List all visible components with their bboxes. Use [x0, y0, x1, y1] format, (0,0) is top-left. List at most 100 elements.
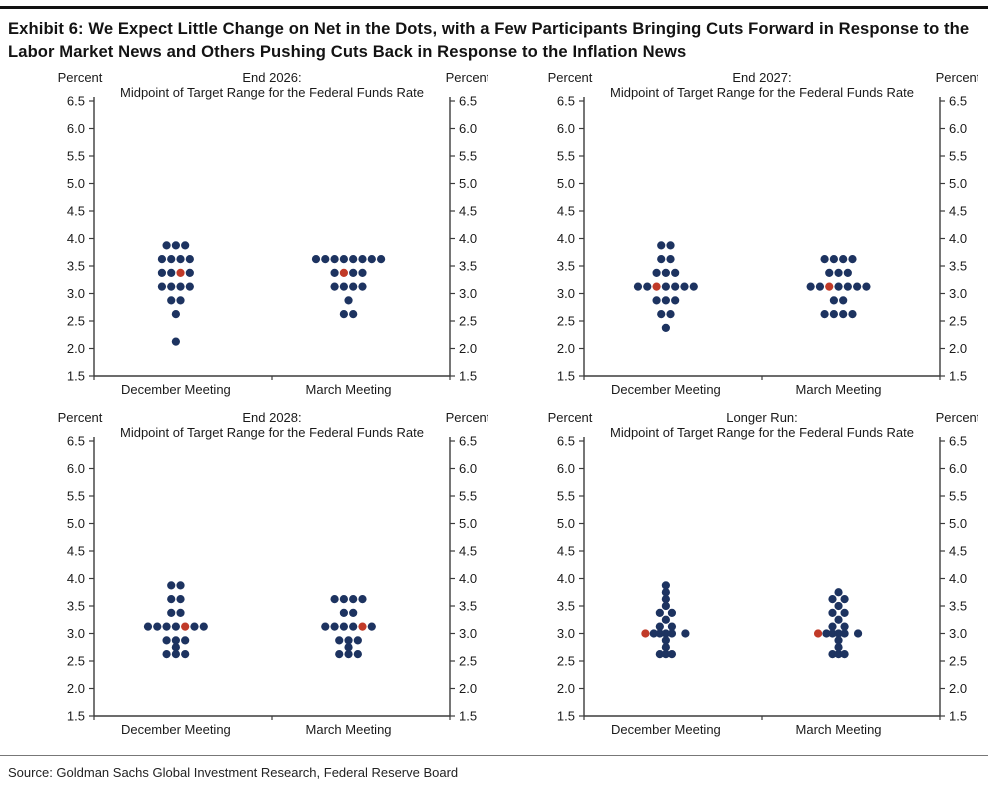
- participant-dot: [321, 255, 330, 264]
- y-tick-label-left: 2.0: [67, 341, 85, 356]
- participant-dot: [349, 310, 358, 319]
- participant-dot: [661, 324, 670, 333]
- y-tick-label-right: 6.0: [949, 461, 967, 476]
- y-tick-label-left: 3.0: [67, 626, 85, 641]
- participant-dot: [349, 609, 358, 618]
- y-tick-label-left: 6.5: [67, 94, 85, 109]
- median-highlight-dot: [825, 282, 834, 292]
- y-tick-label-right: 6.5: [949, 434, 967, 449]
- y-tick-label-left: 2.5: [557, 654, 575, 669]
- y-tick-label-right: 3.0: [459, 286, 477, 301]
- participant-dot: [339, 255, 348, 264]
- y-tick-label-left: 1.5: [557, 709, 575, 724]
- participant-dot: [176, 282, 185, 292]
- participant-dot: [176, 255, 185, 264]
- participant-dot: [840, 629, 849, 639]
- y-tick-label-right: 3.0: [949, 286, 967, 301]
- participant-dot: [828, 650, 837, 659]
- participant-dot: [834, 643, 843, 652]
- participant-dot: [825, 269, 834, 278]
- participant-dot: [820, 310, 829, 319]
- y-tick-label-right: 4.5: [949, 544, 967, 559]
- median-highlight-dot: [652, 282, 661, 292]
- participant-dot: [666, 241, 675, 250]
- participant-dot: [834, 602, 843, 611]
- participant-dot: [661, 269, 670, 278]
- participant-dot: [806, 282, 815, 292]
- y-tick-label-left: 3.0: [557, 286, 575, 301]
- y-tick-label-right: 3.5: [949, 599, 967, 614]
- median-highlight-dot: [358, 622, 367, 632]
- participant-dot: [840, 622, 849, 632]
- y-axis-unit-label-right: Percent: [446, 410, 488, 425]
- participant-dot: [671, 269, 680, 278]
- participant-dot: [681, 629, 690, 639]
- participant-dot: [153, 622, 162, 632]
- y-tick-label-right: 6.5: [949, 94, 967, 109]
- participant-dot: [367, 255, 376, 264]
- y-tick-label-left: 6.5: [67, 434, 85, 449]
- y-tick-label-left: 3.5: [67, 599, 85, 614]
- participant-dot: [853, 629, 863, 639]
- participant-dot: [834, 629, 843, 639]
- participant-dot: [321, 622, 330, 632]
- x-category-label: December Meeting: [611, 382, 721, 397]
- participant-dot: [649, 629, 658, 639]
- y-tick-label-right: 1.5: [949, 369, 967, 384]
- y-tick-label-right: 4.0: [949, 231, 967, 246]
- participant-dot: [829, 310, 838, 319]
- y-tick-label-right: 2.5: [949, 654, 967, 669]
- y-tick-label-right: 6.0: [459, 461, 477, 476]
- y-tick-label-right: 6.5: [459, 434, 477, 449]
- participant-dot: [171, 643, 180, 652]
- y-axis-unit-label-right: Percent: [936, 70, 978, 85]
- participant-dot: [680, 282, 689, 292]
- participant-dot: [655, 609, 664, 618]
- participant-dot: [834, 282, 843, 292]
- participant-dot: [671, 282, 680, 292]
- participant-dot: [181, 650, 190, 659]
- x-category-label: March Meeting: [306, 382, 392, 397]
- participant-dot: [330, 269, 339, 278]
- y-tick-label-left: 4.5: [67, 204, 85, 219]
- participant-dot: [344, 636, 353, 645]
- y-tick-label-right: 2.5: [949, 314, 967, 329]
- y-tick-label-right: 4.0: [949, 571, 967, 586]
- y-tick-label-right: 1.5: [459, 369, 477, 384]
- x-category-label: December Meeting: [121, 382, 231, 397]
- panel-title-line2: Midpoint of Target Range for the Federal…: [610, 85, 914, 100]
- y-tick-label-left: 6.5: [557, 434, 575, 449]
- participant-dot: [661, 595, 670, 604]
- participant-dot: [655, 622, 664, 632]
- median-highlight-dot: [813, 629, 823, 639]
- panel-title-line1: End 2026:: [242, 70, 301, 85]
- participant-dot: [376, 255, 386, 264]
- y-tick-label-right: 2.5: [459, 314, 477, 329]
- participant-dot: [843, 269, 852, 278]
- panel-title-line1: End 2028:: [242, 410, 301, 425]
- participant-dot: [661, 296, 670, 305]
- participant-dot: [661, 643, 670, 652]
- y-tick-label-left: 2.5: [557, 314, 575, 329]
- y-tick-label-left: 6.0: [67, 121, 85, 136]
- y-tick-label-left: 2.0: [557, 681, 575, 696]
- participant-dot: [176, 581, 185, 590]
- y-tick-label-right: 5.5: [459, 489, 477, 504]
- participant-dot: [657, 255, 666, 264]
- participant-dot: [358, 269, 367, 278]
- participant-dot: [657, 241, 666, 250]
- y-tick-label-left: 4.5: [557, 544, 575, 559]
- y-tick-label-right: 5.5: [949, 489, 967, 504]
- participant-dot: [171, 636, 180, 645]
- participant-dot: [843, 282, 852, 292]
- y-tick-label-left: 5.5: [67, 149, 85, 164]
- participant-dot: [652, 269, 661, 278]
- participant-dot: [828, 595, 837, 604]
- y-axis-unit-label-right: Percent: [936, 410, 978, 425]
- y-tick-label-left: 5.5: [557, 489, 575, 504]
- participant-dot: [330, 282, 339, 292]
- participant-dot: [667, 629, 677, 639]
- participant-dot: [840, 595, 849, 604]
- y-tick-label-right: 5.0: [949, 516, 967, 531]
- y-tick-label-left: 1.5: [67, 709, 85, 724]
